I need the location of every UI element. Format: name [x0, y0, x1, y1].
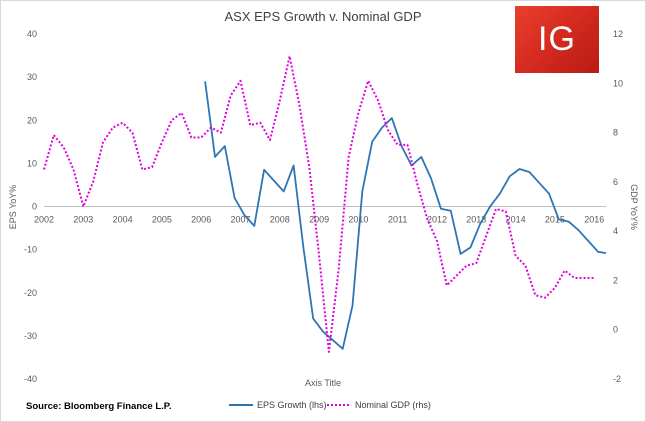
y-tick-label: 40 — [27, 29, 37, 39]
y2-tick-label: 8 — [613, 128, 618, 138]
x-axis-title: Axis Title — [305, 378, 341, 388]
y2-tick-label: 2 — [613, 275, 618, 285]
y2-tick-label: -2 — [613, 374, 621, 384]
y-axis-title: EPS YoY% — [8, 185, 18, 230]
legend-label-1: Nominal GDP (rhs) — [355, 400, 431, 410]
x-tick-label: 2003 — [73, 215, 93, 225]
x-tick-label: 2006 — [191, 215, 211, 225]
x-tick-label: 2013 — [466, 215, 486, 225]
gdp-series-line — [43, 55, 595, 353]
y-tick-label: -40 — [24, 374, 37, 384]
ig-logo: IG — [515, 6, 599, 73]
y-tick-label: 0 — [32, 202, 37, 212]
x-tick-label: 2011 — [388, 215, 407, 225]
x-tick-label: 2009 — [309, 215, 329, 225]
x-tick-label: 2012 — [427, 215, 447, 225]
y2-tick-label: 12 — [613, 29, 623, 39]
ig-logo-text: IG — [538, 20, 576, 58]
y2-tick-label: 0 — [613, 325, 618, 335]
eps-series-line — [204, 81, 607, 350]
y2-tick-label: 6 — [613, 177, 618, 187]
y2-tick-label: 10 — [613, 78, 623, 88]
x-tick-label: 2015 — [545, 215, 565, 225]
legend: EPS Growth (lhs) Nominal GDP (rhs) — [229, 400, 431, 410]
y2-axis-title: GDP YoY% — [629, 184, 639, 230]
legend-label-0: EPS Growth (lhs) — [257, 400, 327, 410]
chart-title: ASX EPS Growth v. Nominal GDP — [225, 9, 422, 24]
y2-tick-label: 4 — [613, 226, 618, 236]
y-tick-label: -30 — [24, 331, 37, 341]
y-tick-label: -20 — [24, 288, 37, 298]
x-tick-label: 2007 — [230, 215, 250, 225]
source-note: Source: Bloomberg Finance L.P. — [26, 401, 172, 412]
x-tick-label: 2014 — [506, 215, 526, 225]
x-tick-label: 2004 — [113, 215, 133, 225]
x-tick-label: 2008 — [270, 215, 290, 225]
y-tick-label: 30 — [27, 72, 37, 82]
y-tick-label: 10 — [27, 158, 37, 168]
x-tick-label: 2002 — [34, 215, 54, 225]
x-tick-label: 2005 — [152, 215, 172, 225]
y-tick-label: 20 — [27, 115, 37, 125]
y-tick-label: -10 — [24, 245, 37, 255]
x-tick-label: 2016 — [584, 215, 604, 225]
x-tick-label: 2010 — [348, 215, 368, 225]
